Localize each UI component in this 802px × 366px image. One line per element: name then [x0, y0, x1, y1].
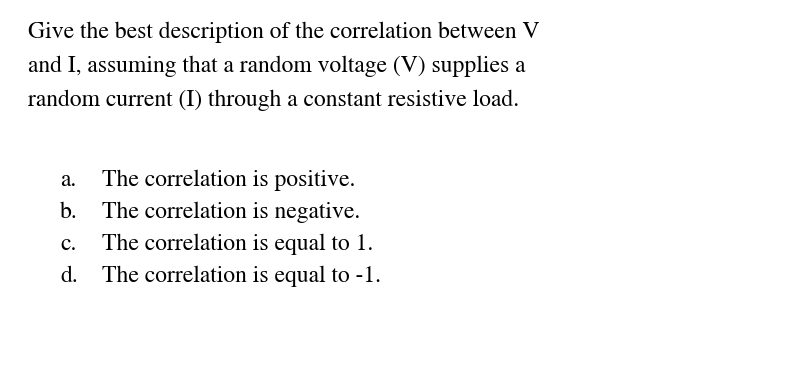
Text: and I, assuming that a random voltage (V) supplies a: and I, assuming that a random voltage (V…	[28, 56, 525, 78]
Text: The correlation is negative.: The correlation is negative.	[102, 202, 360, 223]
Text: The correlation is equal to 1.: The correlation is equal to 1.	[102, 234, 373, 255]
Text: Give the best description of the correlation between V: Give the best description of the correla…	[28, 22, 540, 44]
Text: b.: b.	[60, 202, 78, 223]
Text: random current (I) through a constant resistive load.: random current (I) through a constant re…	[28, 90, 519, 111]
Text: The correlation is equal to -1.: The correlation is equal to -1.	[102, 266, 381, 287]
Text: a.: a.	[60, 170, 76, 191]
Text: d.: d.	[60, 266, 78, 287]
Text: c.: c.	[60, 234, 76, 255]
Text: The correlation is positive.: The correlation is positive.	[102, 170, 355, 191]
